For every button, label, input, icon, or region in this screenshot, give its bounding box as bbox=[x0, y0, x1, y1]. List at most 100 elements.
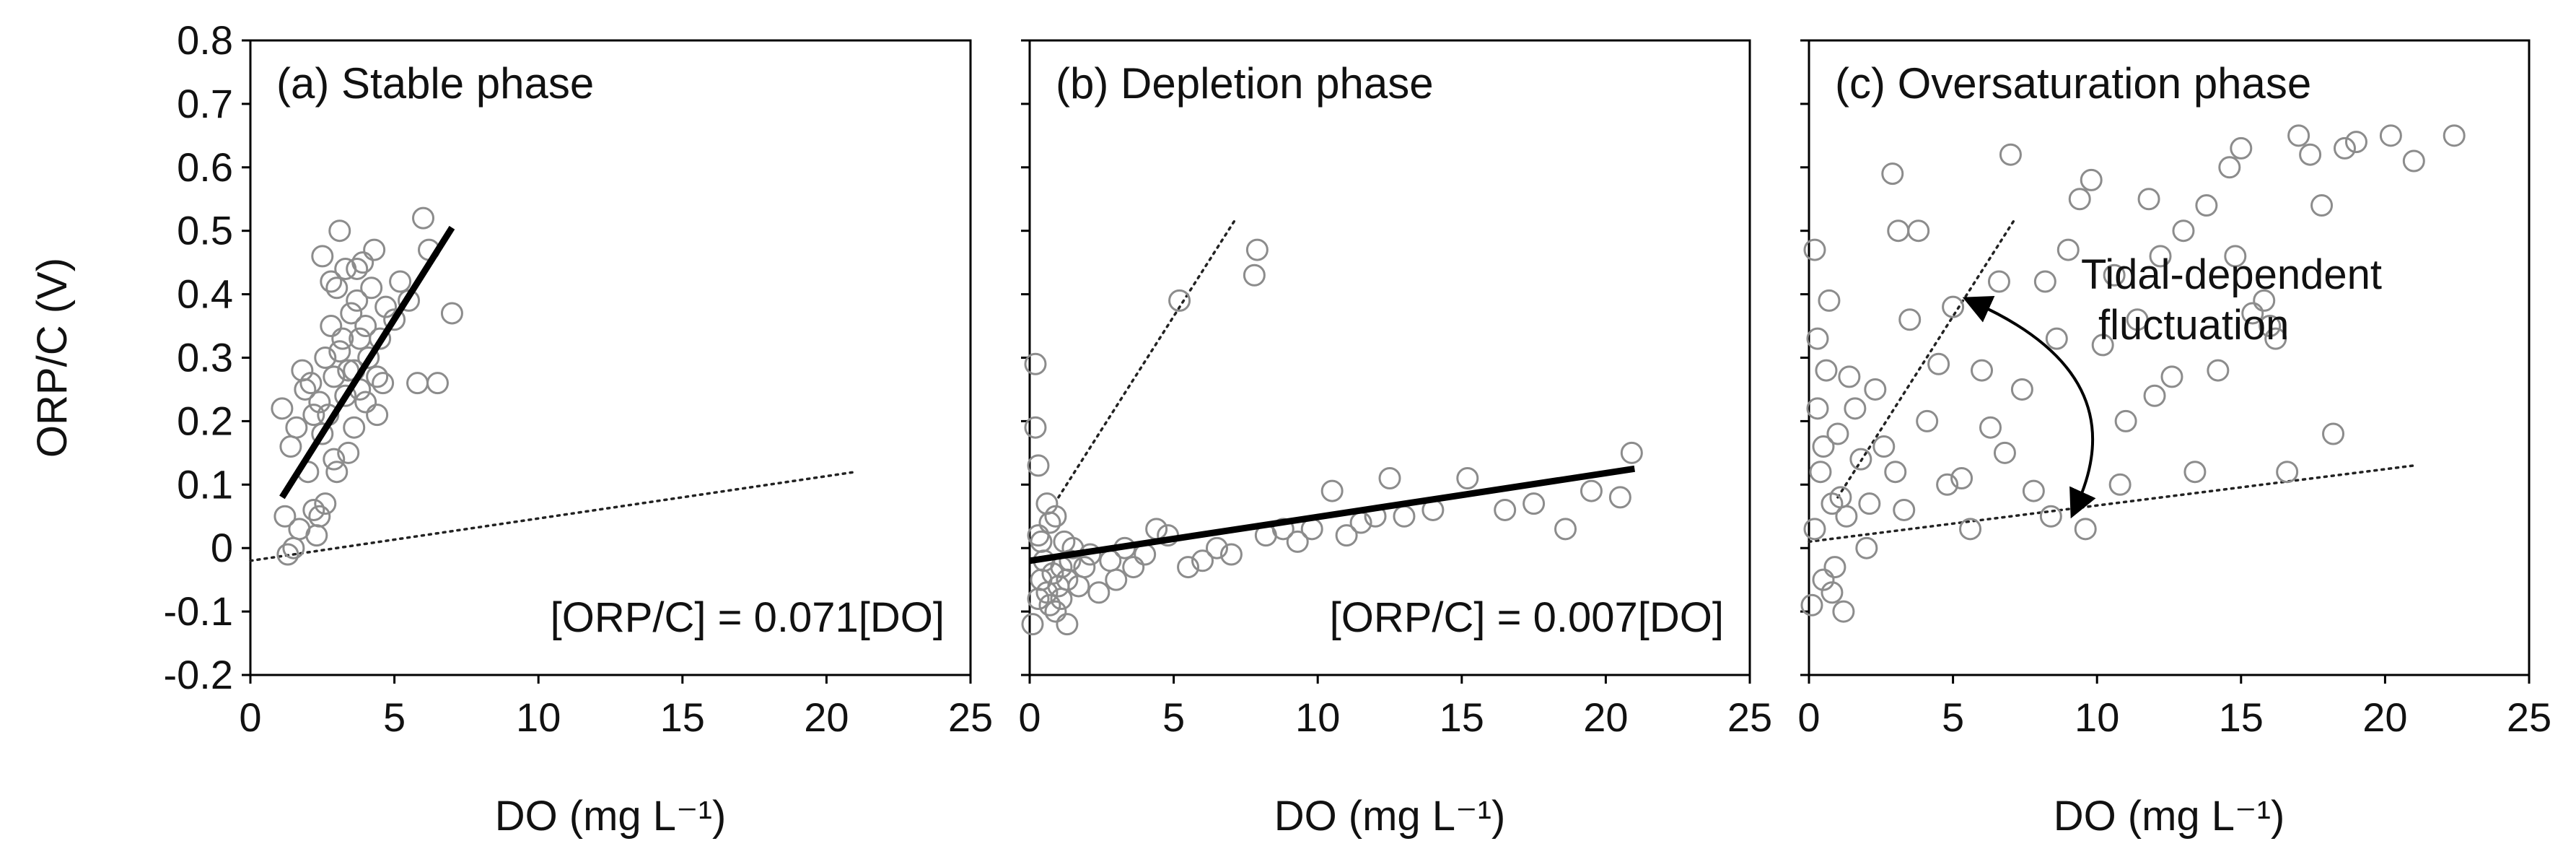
x-tick-label: 15 bbox=[2219, 694, 2264, 740]
x-tick-label: 20 bbox=[2362, 694, 2407, 740]
x-tick-label: 5 bbox=[1162, 694, 1185, 740]
data-point bbox=[1959, 518, 1982, 541]
data-point bbox=[360, 276, 383, 300]
data-point bbox=[1999, 143, 2022, 166]
data-point bbox=[2056, 238, 2080, 261]
data-point bbox=[328, 219, 351, 243]
data-point bbox=[372, 372, 395, 395]
data-point bbox=[1927, 352, 1950, 375]
data-point bbox=[1335, 524, 1358, 547]
data-point bbox=[1812, 435, 1835, 458]
x-tick-label: 20 bbox=[1583, 694, 1628, 740]
data-point bbox=[1844, 397, 1867, 420]
data-point bbox=[1936, 473, 1959, 496]
data-point bbox=[1826, 422, 1849, 445]
x-tick-label: 15 bbox=[1440, 694, 1484, 740]
data-point bbox=[1122, 556, 1145, 579]
data-point bbox=[331, 327, 354, 350]
data-point bbox=[1821, 581, 1844, 604]
data-point bbox=[334, 384, 357, 407]
data-point bbox=[2195, 194, 2218, 217]
y-tick-label: 0.5 bbox=[177, 208, 233, 253]
x-tick-label: 25 bbox=[2507, 694, 2551, 740]
annotation-text: fluctuation bbox=[2098, 302, 2289, 349]
data-point bbox=[1838, 365, 1861, 388]
y-tick-label: 0.6 bbox=[177, 144, 233, 190]
data-point bbox=[1378, 467, 1401, 490]
data-point bbox=[1456, 467, 1479, 490]
data-point bbox=[2224, 245, 2247, 268]
data-point bbox=[271, 397, 294, 420]
data-point bbox=[1554, 518, 1577, 541]
x-tick-label: 10 bbox=[516, 694, 561, 740]
data-point bbox=[346, 257, 369, 280]
data-point bbox=[1245, 238, 1269, 261]
data-point bbox=[1073, 556, 1096, 579]
data-point bbox=[366, 365, 389, 388]
x-tick-label: 10 bbox=[1295, 694, 1340, 740]
data-point bbox=[1806, 327, 1829, 350]
panel-title: (c) Oversaturation phase bbox=[1835, 59, 2311, 108]
data-point bbox=[294, 378, 317, 401]
y-tick-label: 0.2 bbox=[177, 398, 233, 443]
y-tick-label: -0.2 bbox=[164, 652, 234, 697]
data-point bbox=[1044, 600, 1067, 623]
data-point bbox=[1620, 441, 1643, 464]
curved-double-arrow bbox=[1962, 295, 2096, 519]
data-point bbox=[2218, 156, 2241, 179]
y-tick-label: 0.7 bbox=[177, 81, 233, 126]
reference-line bbox=[1836, 219, 2015, 499]
data-point bbox=[1881, 162, 1904, 186]
fit-line bbox=[1029, 465, 1635, 565]
data-point bbox=[2344, 131, 2367, 154]
data-point bbox=[1887, 219, 1910, 243]
data-point bbox=[2149, 245, 2172, 268]
data-point bbox=[1038, 511, 1061, 534]
data-point bbox=[351, 251, 374, 274]
data-point bbox=[1205, 536, 1228, 559]
data-point bbox=[1893, 498, 1916, 521]
data-point bbox=[1067, 575, 1090, 598]
data-point bbox=[2068, 188, 2091, 211]
data-point bbox=[1056, 568, 1079, 591]
data-point bbox=[1987, 270, 2010, 293]
reference-line bbox=[1057, 219, 1236, 499]
data-point bbox=[2241, 302, 2264, 325]
data-point bbox=[363, 238, 386, 261]
x-tick-label: 15 bbox=[660, 694, 705, 740]
data-point bbox=[2045, 327, 2068, 350]
x-axis-title: DO (mg L⁻¹) bbox=[495, 793, 727, 840]
data-point bbox=[2137, 188, 2160, 211]
data-point bbox=[320, 270, 343, 293]
data-point bbox=[1812, 568, 1835, 591]
data-point bbox=[354, 391, 377, 414]
data-point bbox=[374, 295, 398, 318]
data-point bbox=[308, 391, 331, 414]
data-point bbox=[1823, 556, 1846, 579]
data-point bbox=[323, 365, 346, 388]
data-point bbox=[2276, 461, 2299, 484]
data-point bbox=[2322, 422, 2345, 445]
data-point bbox=[2287, 124, 2310, 147]
data-point bbox=[1320, 479, 1344, 502]
x-tick-label: 10 bbox=[2075, 694, 2119, 740]
fit-line bbox=[279, 225, 455, 500]
data-point bbox=[369, 327, 392, 350]
data-point bbox=[302, 498, 325, 521]
data-point bbox=[320, 315, 343, 338]
data-point bbox=[2108, 473, 2132, 496]
data-point bbox=[2022, 479, 2045, 502]
data-point bbox=[1580, 479, 1603, 502]
data-point bbox=[1993, 441, 2016, 464]
data-point bbox=[354, 315, 377, 338]
x-tick-label: 20 bbox=[804, 694, 849, 740]
data-point bbox=[1898, 308, 1922, 331]
data-point bbox=[1087, 581, 1110, 604]
data-point bbox=[1177, 556, 1200, 579]
data-point bbox=[1056, 613, 1079, 636]
data-point bbox=[1971, 359, 1994, 382]
data-point bbox=[314, 347, 337, 369]
regression-equation: [ORP/C] = 0.071[DO] bbox=[551, 594, 945, 641]
x-axis-title: DO (mg L⁻¹) bbox=[1274, 793, 1506, 840]
